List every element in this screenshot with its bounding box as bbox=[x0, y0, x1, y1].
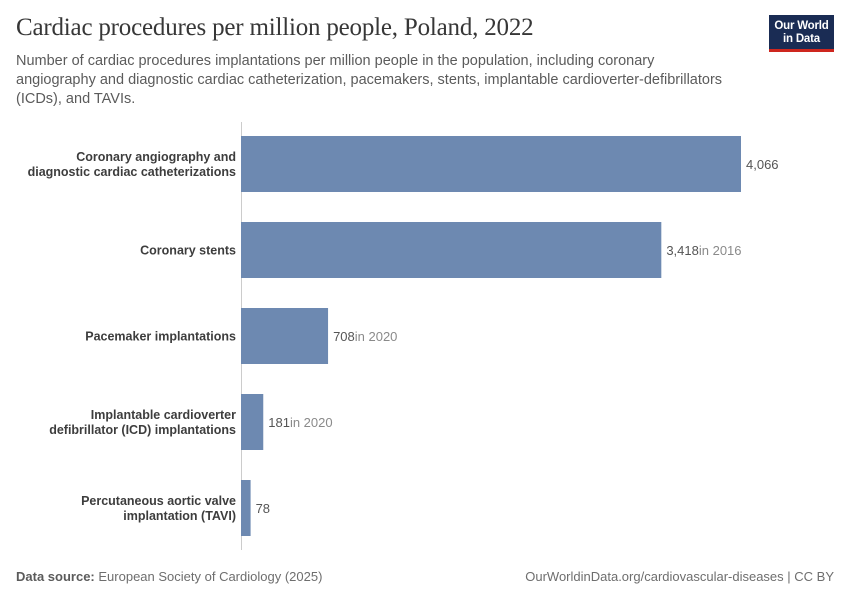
bar-4 bbox=[241, 480, 251, 536]
value-label-3: 181in 2020 bbox=[268, 415, 332, 430]
data-source-label: Data source: bbox=[16, 569, 95, 584]
footer-link[interactable]: OurWorldinData.org/cardiovascular-diseas… bbox=[525, 569, 834, 584]
chart-title: Cardiac procedures per million people, P… bbox=[16, 14, 534, 41]
category-label-1: Coronary stents bbox=[140, 244, 236, 258]
value-label-2: 708in 2020 bbox=[333, 329, 397, 344]
bar-0 bbox=[241, 136, 741, 192]
owid-logo[interactable]: Our World in Data bbox=[769, 15, 834, 52]
bar-3 bbox=[241, 394, 264, 450]
bar-2 bbox=[241, 308, 329, 364]
chart-subtitle: Number of cardiac procedures implantatio… bbox=[16, 53, 723, 107]
category-label-3: Implantable cardioverter defibrillator (I… bbox=[49, 408, 236, 437]
value-label-0: 4,066 bbox=[746, 157, 779, 172]
data-source: Data source: European Society of Cardiol… bbox=[16, 569, 322, 584]
value-label-4: 78 bbox=[256, 501, 270, 516]
value-label-1: 3,418in 2016 bbox=[666, 243, 741, 258]
category-label-4: Percutaneous aortic valve implantation (T… bbox=[81, 494, 236, 523]
bar-1 bbox=[241, 222, 662, 278]
logo-line-1: Our World bbox=[774, 20, 829, 32]
data-source-text[interactable]: European Society of Cardiology (2025) bbox=[98, 569, 323, 584]
category-label-2: Pacemaker implantations bbox=[85, 330, 236, 344]
category-label-0: Coronary angiography and diagnostic cardi… bbox=[28, 150, 236, 179]
logo-line-2: in Data bbox=[783, 33, 820, 45]
